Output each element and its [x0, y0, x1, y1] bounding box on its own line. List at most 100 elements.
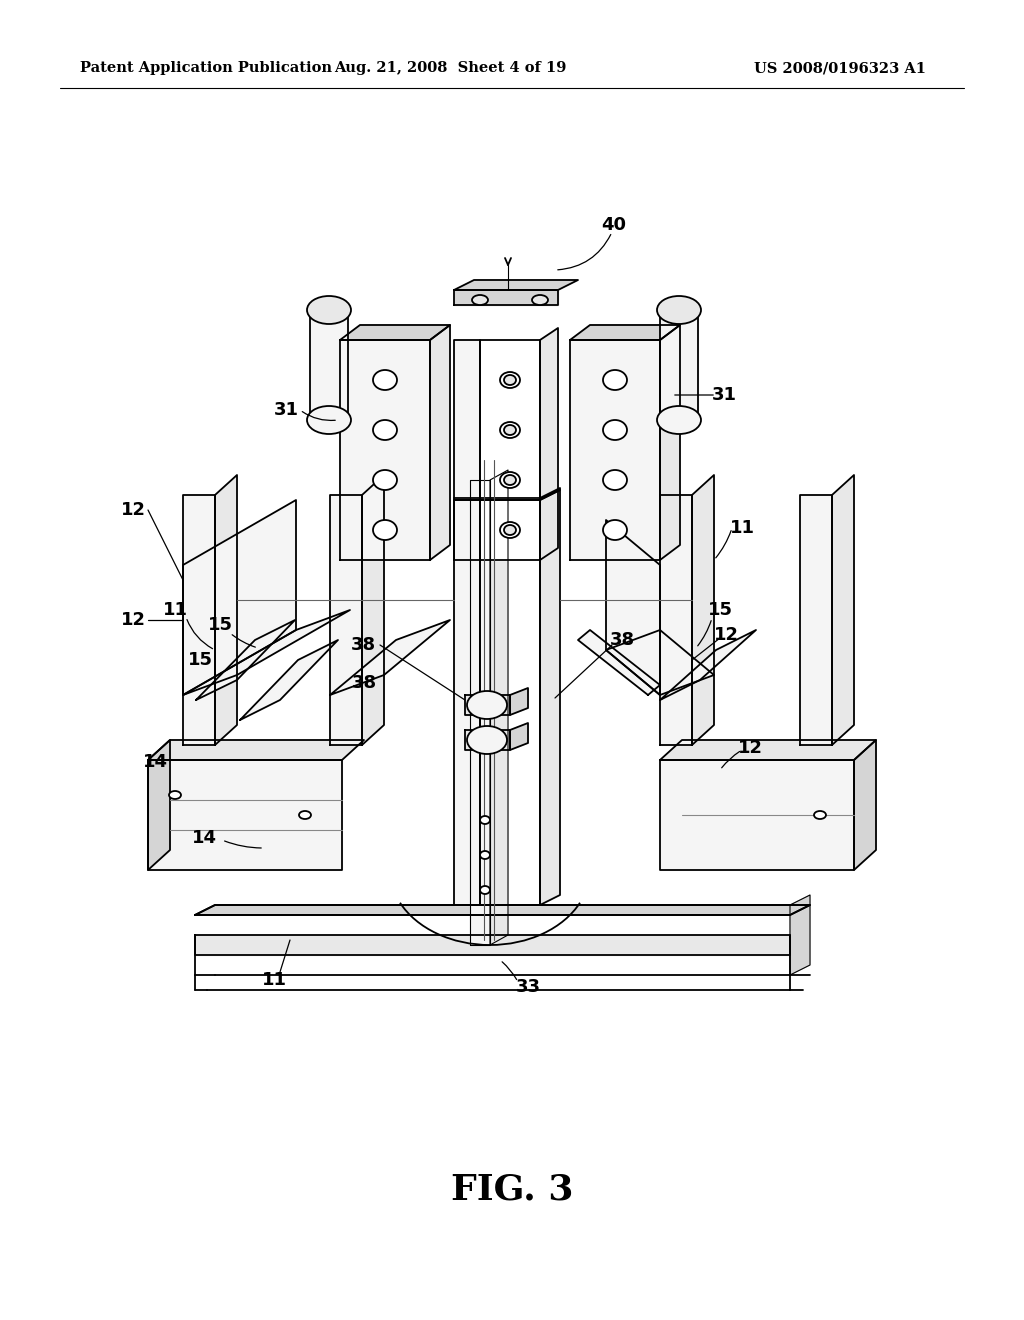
FancyArrowPatch shape	[224, 841, 261, 847]
Text: US 2008/0196323 A1: US 2008/0196323 A1	[754, 61, 926, 75]
Ellipse shape	[603, 520, 627, 540]
Text: Patent Application Publication: Patent Application Publication	[80, 61, 332, 75]
Text: 31: 31	[712, 385, 736, 404]
Polygon shape	[183, 495, 215, 744]
Text: 11: 11	[163, 601, 187, 619]
Polygon shape	[660, 325, 680, 560]
Polygon shape	[570, 341, 660, 560]
Polygon shape	[790, 895, 810, 975]
Polygon shape	[148, 760, 342, 870]
FancyArrowPatch shape	[187, 619, 213, 648]
FancyArrowPatch shape	[302, 412, 335, 421]
Text: 38: 38	[609, 631, 635, 649]
Ellipse shape	[814, 810, 826, 818]
Text: FIG. 3: FIG. 3	[451, 1173, 573, 1206]
Polygon shape	[606, 630, 714, 696]
Polygon shape	[480, 341, 540, 560]
Polygon shape	[454, 488, 560, 500]
Polygon shape	[340, 341, 430, 560]
Ellipse shape	[500, 372, 520, 388]
Ellipse shape	[532, 294, 548, 305]
Text: 14: 14	[191, 829, 216, 847]
FancyArrowPatch shape	[716, 531, 731, 558]
Ellipse shape	[472, 294, 488, 305]
FancyArrowPatch shape	[722, 751, 739, 768]
Polygon shape	[660, 310, 698, 420]
Polygon shape	[148, 741, 364, 760]
Polygon shape	[454, 341, 480, 560]
Ellipse shape	[603, 370, 627, 389]
Polygon shape	[570, 325, 680, 341]
Text: 15: 15	[187, 651, 213, 669]
Polygon shape	[465, 730, 510, 750]
Text: 40: 40	[601, 216, 627, 234]
Ellipse shape	[307, 296, 351, 323]
Ellipse shape	[373, 370, 397, 389]
Polygon shape	[510, 688, 528, 715]
Polygon shape	[480, 500, 540, 906]
Ellipse shape	[480, 816, 490, 824]
Ellipse shape	[299, 810, 311, 818]
Ellipse shape	[373, 520, 397, 540]
Polygon shape	[330, 620, 450, 696]
FancyArrowPatch shape	[558, 235, 610, 269]
Polygon shape	[148, 741, 170, 870]
Polygon shape	[692, 475, 714, 744]
Polygon shape	[465, 696, 510, 715]
Ellipse shape	[657, 296, 701, 323]
Polygon shape	[854, 741, 876, 870]
Text: 11: 11	[729, 519, 755, 537]
Polygon shape	[470, 480, 490, 945]
Polygon shape	[240, 640, 338, 719]
Text: Aug. 21, 2008  Sheet 4 of 19: Aug. 21, 2008 Sheet 4 of 19	[334, 61, 566, 75]
Polygon shape	[606, 520, 660, 696]
Ellipse shape	[373, 420, 397, 440]
Ellipse shape	[657, 407, 701, 434]
Ellipse shape	[480, 851, 490, 859]
Polygon shape	[660, 741, 876, 760]
Ellipse shape	[467, 690, 507, 719]
Polygon shape	[183, 500, 296, 696]
Text: 38: 38	[351, 675, 377, 692]
Text: 14: 14	[142, 752, 168, 771]
Ellipse shape	[500, 473, 520, 488]
Polygon shape	[454, 280, 578, 290]
FancyArrowPatch shape	[502, 962, 517, 979]
Polygon shape	[183, 610, 350, 696]
Text: 31: 31	[273, 401, 299, 418]
Polygon shape	[660, 495, 692, 744]
FancyArrowPatch shape	[697, 620, 711, 645]
Polygon shape	[578, 630, 660, 696]
Text: 12: 12	[737, 739, 763, 756]
Text: 33: 33	[515, 978, 541, 997]
Text: 38: 38	[350, 636, 376, 653]
Polygon shape	[660, 630, 756, 700]
Ellipse shape	[504, 375, 516, 385]
Polygon shape	[510, 723, 528, 750]
Text: 12: 12	[121, 502, 145, 519]
Polygon shape	[195, 935, 790, 954]
Polygon shape	[490, 470, 508, 945]
Polygon shape	[430, 325, 450, 560]
Polygon shape	[330, 495, 362, 744]
Ellipse shape	[307, 407, 351, 434]
Polygon shape	[310, 310, 348, 420]
Text: 15: 15	[708, 601, 732, 619]
Polygon shape	[340, 325, 450, 341]
Text: 11: 11	[261, 972, 287, 989]
Ellipse shape	[373, 470, 397, 490]
Polygon shape	[454, 290, 558, 305]
Ellipse shape	[500, 521, 520, 539]
Ellipse shape	[169, 791, 181, 799]
Polygon shape	[215, 475, 237, 744]
Text: 15: 15	[208, 616, 232, 634]
Polygon shape	[540, 327, 558, 560]
Ellipse shape	[504, 475, 516, 484]
Ellipse shape	[603, 420, 627, 440]
FancyArrowPatch shape	[232, 635, 255, 647]
Polygon shape	[195, 906, 810, 915]
Ellipse shape	[504, 425, 516, 436]
Polygon shape	[540, 490, 560, 906]
Ellipse shape	[504, 525, 516, 535]
Text: 12: 12	[714, 626, 738, 644]
